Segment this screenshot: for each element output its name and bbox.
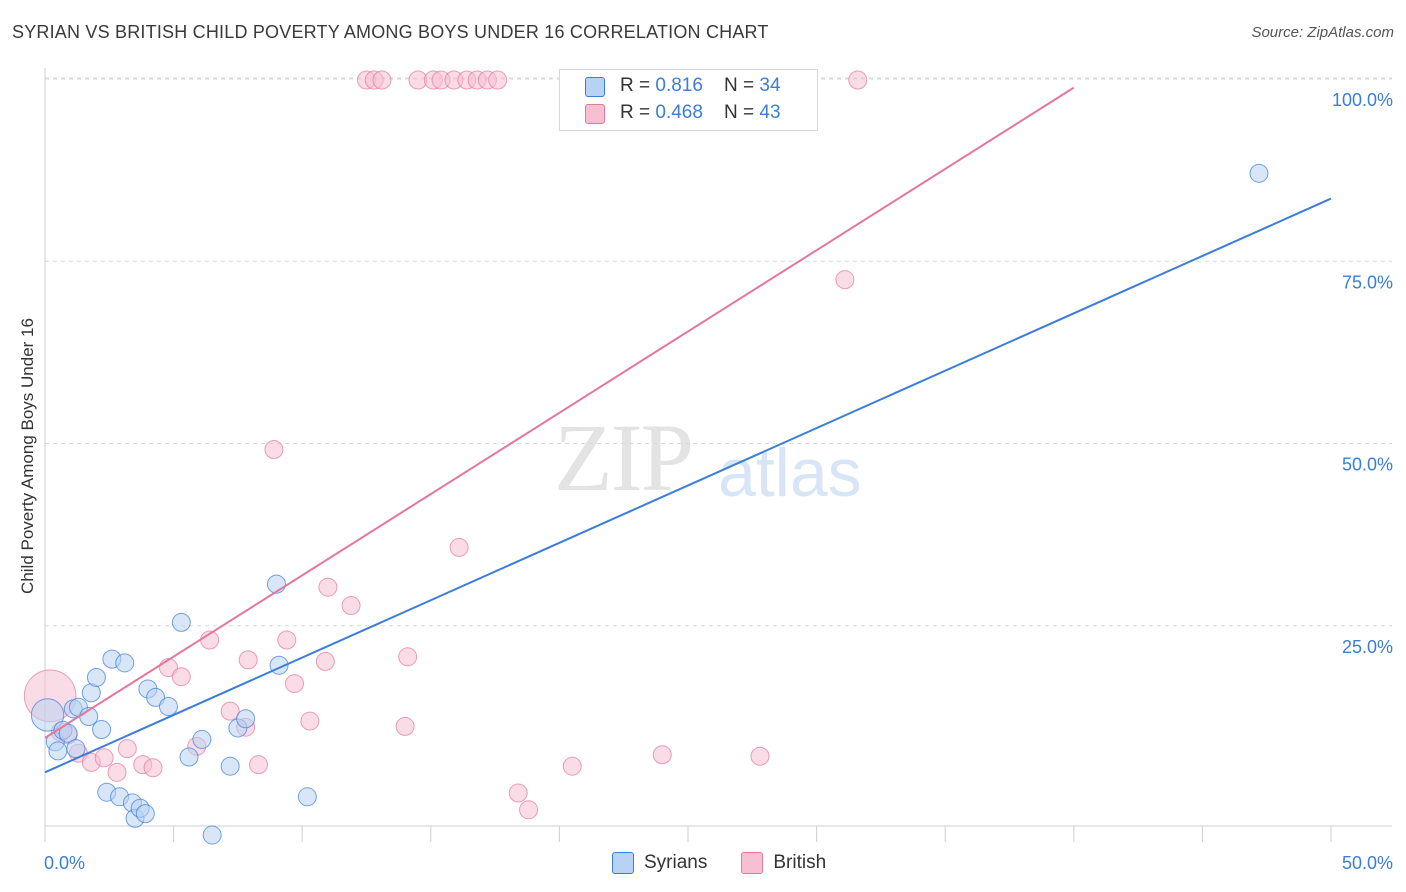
syrians-point	[202, 825, 222, 845]
british-point	[835, 270, 855, 290]
legend-british-label: British	[773, 852, 827, 873]
syrians-r-value: 0.816	[655, 75, 703, 96]
british-point	[395, 716, 415, 736]
british-point	[117, 739, 137, 759]
y-tick-label: 50.0%	[1342, 455, 1393, 475]
british-point	[652, 745, 672, 765]
british-point	[519, 800, 539, 820]
british-point	[220, 701, 240, 721]
british-point	[750, 746, 770, 766]
syrians-point	[158, 697, 178, 717]
syrians-swatch	[585, 77, 605, 97]
syrians-point	[115, 653, 135, 673]
british-point	[449, 537, 469, 557]
british-point	[848, 70, 868, 90]
legend-item-syrians: Syrians	[612, 852, 707, 874]
syrians-r-label: R =	[620, 75, 656, 96]
syrians-point	[171, 612, 191, 632]
british-point	[248, 755, 268, 775]
syrians-n-label: N =	[724, 75, 760, 96]
british-point	[143, 758, 163, 778]
syrians-trendline	[44, 197, 1332, 774]
x-tick-label-min: 0.0%	[44, 853, 85, 873]
british-trendline	[44, 86, 1075, 739]
british-point	[284, 674, 304, 694]
british-point	[277, 630, 297, 650]
syrians-point	[146, 687, 166, 707]
syrians-point	[297, 787, 317, 807]
y-tick-label: 100.0%	[1332, 90, 1393, 110]
legend-british-swatch	[741, 852, 764, 874]
british-point	[398, 647, 418, 667]
british-swatch	[585, 104, 605, 124]
watermark-atlas: atlas	[718, 435, 862, 511]
british-point	[264, 439, 284, 459]
source-label: Source: ZipAtlas.com	[1251, 24, 1394, 41]
syrians-point	[236, 709, 256, 729]
british-point	[94, 748, 114, 768]
y-tick-label: 75.0%	[1342, 272, 1393, 292]
y-tick-label: 25.0%	[1342, 637, 1393, 657]
syrians-point	[30, 698, 65, 732]
legend-syrians-swatch	[612, 852, 634, 874]
series-legend: Syrians British	[612, 852, 860, 874]
legend-syrians-text: R = 0.816 N = 34	[620, 75, 781, 97]
legend-british-text: R = 0.468 N = 43	[620, 102, 781, 124]
legend-item-british: British	[741, 852, 826, 874]
british-point	[341, 596, 361, 616]
syrians-point	[92, 719, 112, 739]
british-point	[238, 650, 258, 670]
syrians-n-value: 34	[759, 75, 781, 96]
syrians-point	[220, 756, 240, 776]
british-point	[171, 667, 191, 687]
chart-title: SYRIAN VS BRITISH CHILD POVERTY AMONG BO…	[12, 22, 769, 42]
british-point	[107, 762, 127, 782]
british-n-label: N =	[724, 102, 760, 123]
correlation-legend: R = 0.816 N = 34 R = 0.468 N = 43	[559, 69, 818, 131]
syrians-point	[86, 667, 106, 687]
british-point	[300, 711, 320, 731]
british-r-label: R =	[620, 102, 656, 123]
syrians-point	[1249, 163, 1269, 183]
syrians-point	[192, 729, 212, 749]
british-point	[488, 70, 508, 90]
british-point	[562, 756, 582, 776]
british-point	[508, 783, 528, 803]
syrians-point	[179, 747, 199, 767]
british-point	[315, 651, 335, 671]
british-point	[372, 70, 392, 90]
syrians-point	[48, 741, 68, 761]
syrians-point	[135, 804, 155, 824]
british-r-value: 0.468	[655, 102, 703, 123]
british-n-value: 43	[759, 102, 781, 123]
british-point	[318, 577, 338, 597]
x-tick-label-max: 50.0%	[1342, 853, 1393, 873]
legend-syrians-label: Syrians	[644, 852, 708, 873]
